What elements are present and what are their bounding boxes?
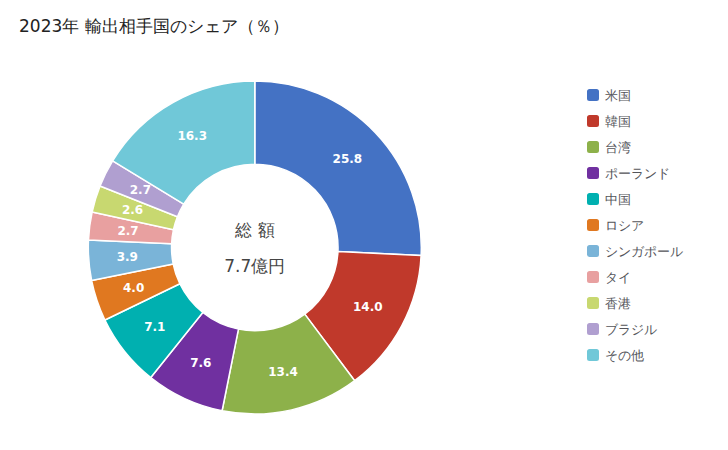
- svg-text:4.0: 4.0: [123, 281, 144, 295]
- svg-text:13.4: 13.4: [268, 365, 298, 379]
- svg-text:ロシア: ロシア: [605, 218, 644, 233]
- svg-text:16.3: 16.3: [177, 129, 207, 143]
- svg-text:2.7: 2.7: [130, 183, 151, 197]
- svg-text:中国: 中国: [605, 192, 631, 207]
- svg-text:2023年 輸出相手国のシェア（％）: 2023年 輸出相手国のシェア（％）: [19, 16, 289, 36]
- svg-text:その他: その他: [605, 348, 644, 363]
- svg-text:香港: 香港: [605, 296, 631, 311]
- svg-text:7.7億円: 7.7億円: [224, 256, 285, 276]
- svg-text:ブラジル: ブラジル: [605, 322, 657, 337]
- svg-text:ポーランド: ポーランド: [605, 166, 670, 181]
- svg-text:14.0: 14.0: [353, 300, 383, 314]
- svg-text:2.6: 2.6: [122, 203, 143, 217]
- svg-text:台湾: 台湾: [605, 140, 631, 155]
- svg-text:7.1: 7.1: [144, 320, 165, 334]
- svg-text:3.9: 3.9: [117, 250, 138, 264]
- svg-text:7.6: 7.6: [190, 356, 211, 370]
- svg-text:シンガポール: シンガポール: [605, 244, 683, 259]
- svg-text:韓国: 韓国: [605, 114, 631, 129]
- svg-text:タイ: タイ: [605, 270, 631, 285]
- svg-text:米国: 米国: [605, 88, 631, 103]
- svg-text:2.7: 2.7: [117, 224, 138, 238]
- svg-text:総 額: 総 額: [234, 220, 274, 240]
- svg-text:25.8: 25.8: [333, 152, 363, 166]
